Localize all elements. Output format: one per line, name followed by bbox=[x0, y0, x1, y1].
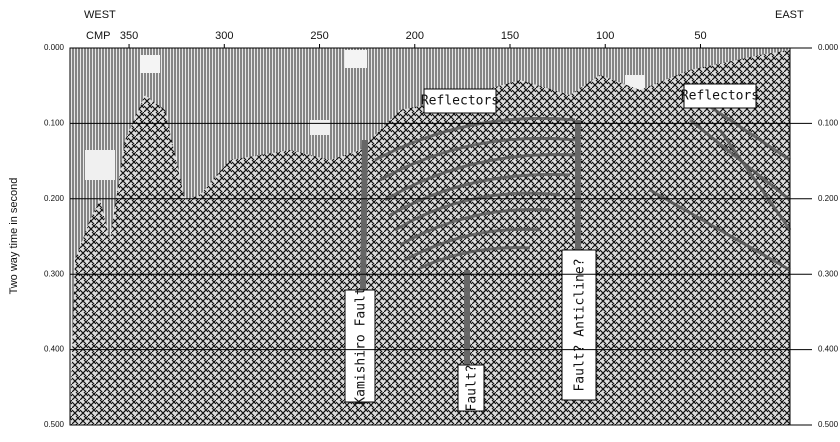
x-tick-label: 250 bbox=[310, 30, 328, 42]
x-title: CMP bbox=[86, 30, 110, 42]
x-tick-label: 350 bbox=[120, 30, 138, 42]
y-tick-label-right: 0.000 bbox=[818, 43, 839, 52]
east-label: EAST bbox=[775, 9, 804, 21]
y-tick-label: 0.200 bbox=[44, 194, 65, 203]
y-tick-label: 0.500 bbox=[44, 420, 65, 429]
west-label: WEST bbox=[84, 9, 116, 21]
annotation: Fault? Anticline? bbox=[573, 258, 588, 391]
x-tick-label: 50 bbox=[694, 30, 706, 42]
annotation: Reflectors bbox=[681, 89, 759, 104]
x-tick-label: 150 bbox=[501, 30, 519, 42]
y-tick-label-right: 0.300 bbox=[818, 269, 839, 278]
x-tick-label: 100 bbox=[596, 30, 614, 42]
y-tick-label: 0.100 bbox=[44, 119, 65, 128]
y-tick-label: 0.300 bbox=[44, 269, 65, 278]
y-tick-label: 0.400 bbox=[44, 345, 65, 354]
x-tick-label: 300 bbox=[215, 30, 233, 42]
x-tick-label: 200 bbox=[406, 30, 424, 42]
annotation: Reflectors bbox=[421, 94, 499, 109]
figure: Reflectors Reflectors Kamishiro Fault Fa… bbox=[0, 0, 840, 437]
y-tick-label-right: 0.200 bbox=[818, 194, 839, 203]
annotation: Kamishiro Fault bbox=[354, 287, 369, 404]
y-tick-label-right: 0.400 bbox=[818, 345, 839, 354]
y-tick-label-right: 0.100 bbox=[818, 119, 839, 128]
y-title: Two way time in second bbox=[8, 178, 20, 295]
annotation: Fault? bbox=[465, 365, 480, 412]
y-tick-label: 0.000 bbox=[44, 43, 65, 52]
y-tick-label-right: 0.500 bbox=[818, 420, 839, 429]
